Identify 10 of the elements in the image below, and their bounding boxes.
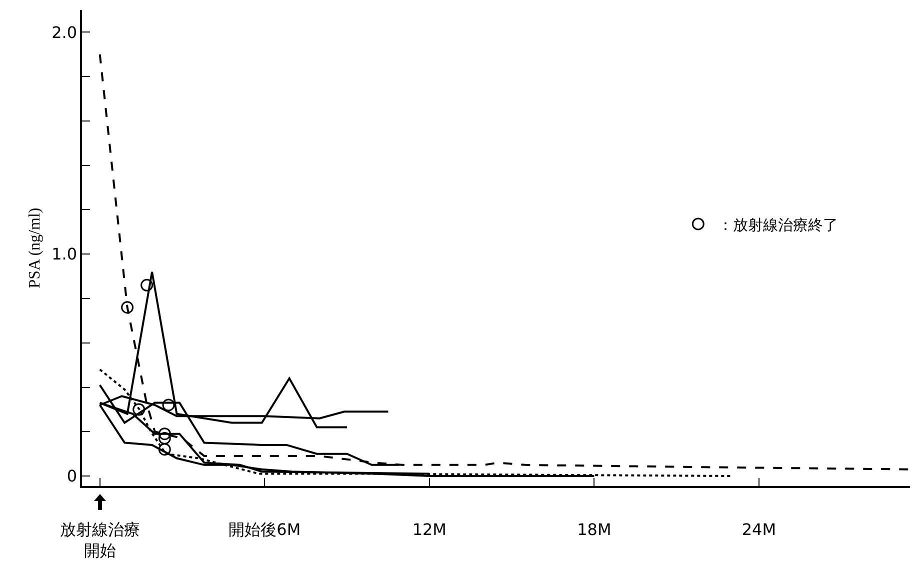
y-tick-label: 1.0: [52, 244, 78, 264]
x-tick-label: 18M: [577, 520, 612, 540]
y-tick-label: 2.0: [52, 22, 78, 42]
x-tick-label: 開始後6M: [228, 520, 301, 540]
x-tick-label: 放射線治療開始: [60, 520, 140, 560]
x-tick-label: 24M: [742, 520, 776, 540]
y-tick-label: 0: [66, 466, 78, 486]
y-axis-title: PSA (ng/ml): [26, 208, 44, 288]
x-tick-label: 12M: [412, 520, 446, 540]
legend-label: ：放射線治療終了: [718, 216, 838, 234]
